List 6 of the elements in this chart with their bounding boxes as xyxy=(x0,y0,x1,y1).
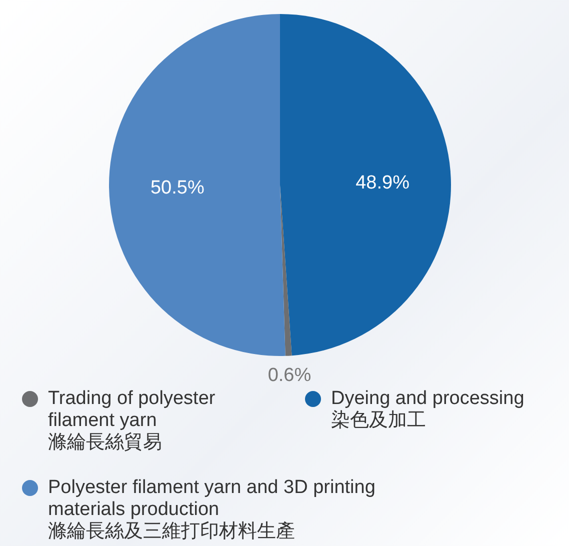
data-label: 0.6% xyxy=(268,364,312,386)
legend-label: Polyester filament yarn and 3D printing materials production 滌綸長絲及三維打印材料生產 xyxy=(48,477,376,543)
legend-label: Trading of polyester filament yarn 滌綸長絲貿易 xyxy=(48,388,216,454)
data-label: 48.9% xyxy=(356,172,410,194)
data-label: 50.5% xyxy=(150,178,204,199)
legend-label: Dyeing and processing 染色及加工 xyxy=(331,388,524,432)
